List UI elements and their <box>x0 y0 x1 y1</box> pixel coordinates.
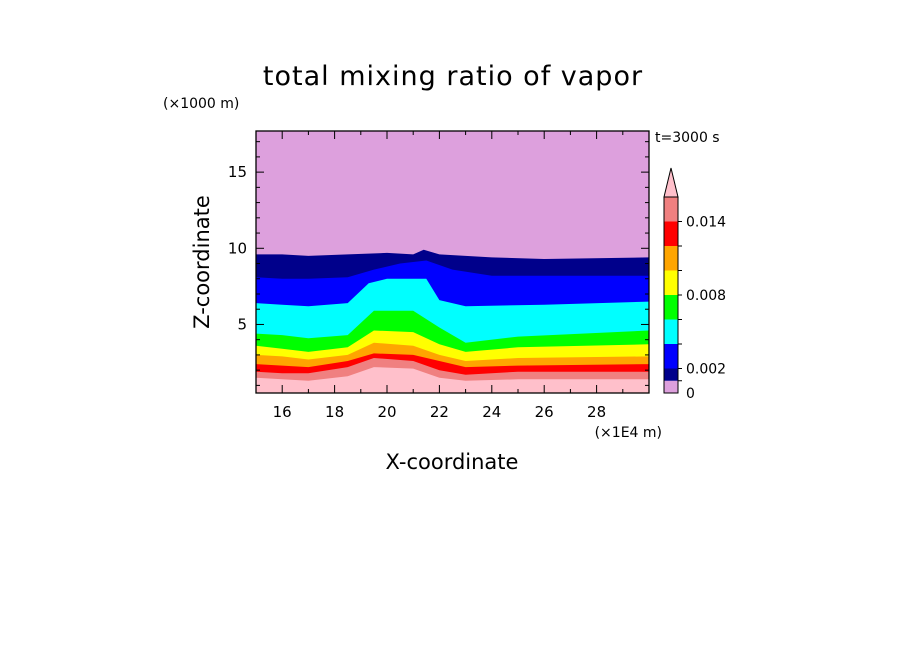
contour-band-0 <box>256 367 649 393</box>
x-tick-label: 18 <box>325 403 344 421</box>
colorbar-label: 0.008 <box>686 288 726 304</box>
colorbar-label: 0.002 <box>686 362 726 378</box>
colorbar-swatch <box>664 295 678 320</box>
x-tick-label: 16 <box>273 403 292 421</box>
x-tick-label: 20 <box>377 403 396 421</box>
y-tick-label: 10 <box>228 239 247 257</box>
plot-frame <box>255 130 650 394</box>
colorbar-label: 0 <box>686 386 695 402</box>
colorbar-extend-arrow <box>663 167 679 198</box>
colorbar-swatch <box>664 197 678 222</box>
colorbar-swatch <box>664 270 678 295</box>
x-unit-label: (×1E4 m) <box>595 425 662 441</box>
colorbar-swatch <box>664 246 678 271</box>
chart-title: total mixing ratio of vapor <box>263 61 643 92</box>
time-label: t=3000 s <box>655 130 720 146</box>
x-tick-label: 24 <box>482 403 501 421</box>
y-axis-title: Z-coordinate <box>190 195 214 329</box>
y-tick-label: 15 <box>228 163 247 181</box>
colorbar-swatch <box>664 344 678 369</box>
x-axis-title: X-coordinate <box>386 450 519 474</box>
plot-border <box>255 130 650 394</box>
colorbar-swatch <box>664 368 678 381</box>
contour-fill <box>256 131 649 393</box>
x-tick-label: 28 <box>587 403 606 421</box>
colorbar-swatch <box>664 319 678 344</box>
x-tick-label: 26 <box>535 403 554 421</box>
colorbar-swatch <box>664 380 678 393</box>
x-axis: 16 18 20 22 24 26 28 <box>255 131 650 421</box>
y-axis: 5 10 15 <box>228 141 649 386</box>
y-unit-label: (×1000 m) <box>163 96 239 112</box>
colorbar: 0 0.002 0.008 0.014 <box>663 167 726 402</box>
y-tick-label: 5 <box>237 315 247 333</box>
x-tick-label: 22 <box>430 403 449 421</box>
colorbar-swatch <box>664 221 678 246</box>
colorbar-label: 0.014 <box>686 215 726 231</box>
